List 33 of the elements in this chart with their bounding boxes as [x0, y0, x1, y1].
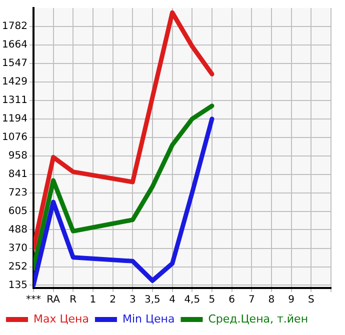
y-tick-label: 1311 [2, 95, 28, 106]
y-tick-label: 605 [8, 206, 28, 217]
y-tick-label: 135 [8, 280, 28, 291]
x-tick-label: 3,5 [144, 294, 160, 306]
legend-label: Min Цена [122, 312, 175, 326]
y-tick-label: 370 [8, 242, 28, 254]
y-tick-label: 1547 [2, 58, 28, 70]
x-tick-label: *** [26, 294, 41, 306]
x-tick-label: 1 [90, 294, 96, 306]
x-tick-label: R [70, 294, 77, 306]
y-tick-label: 1782 [2, 21, 28, 32]
y-tick-label: 958 [8, 150, 28, 162]
y-tick-label: 723 [8, 187, 28, 198]
x-tick-label: 4 [169, 294, 176, 306]
x-tick-label: 3 [129, 294, 136, 306]
legend-label: Сред.Цена, т.йен [208, 312, 308, 326]
y-tick-label: 252 [8, 261, 28, 272]
x-tick-label: 5 [208, 294, 216, 306]
x-tick-label: 8 [268, 294, 275, 306]
x-tick-label: 2 [110, 294, 116, 306]
x-tick-label: 9 [288, 294, 295, 306]
y-tick-label: 1429 [2, 76, 28, 88]
x-tick-label: 4,5 [184, 294, 200, 306]
x-tick-label: 7 [248, 294, 255, 306]
y-tick-label: 1664 [2, 40, 28, 51]
y-tick-label: 488 [8, 224, 28, 236]
y-tick-label: 841 [8, 168, 28, 180]
x-tick-label: 6 [228, 294, 236, 306]
x-tick-label: S [308, 294, 314, 306]
y-tick-label: 1076 [2, 132, 28, 143]
legend-label: Max Цена [34, 312, 89, 326]
y-tick-label: 1194 [2, 113, 28, 124]
x-tick-label: RA [46, 294, 60, 306]
